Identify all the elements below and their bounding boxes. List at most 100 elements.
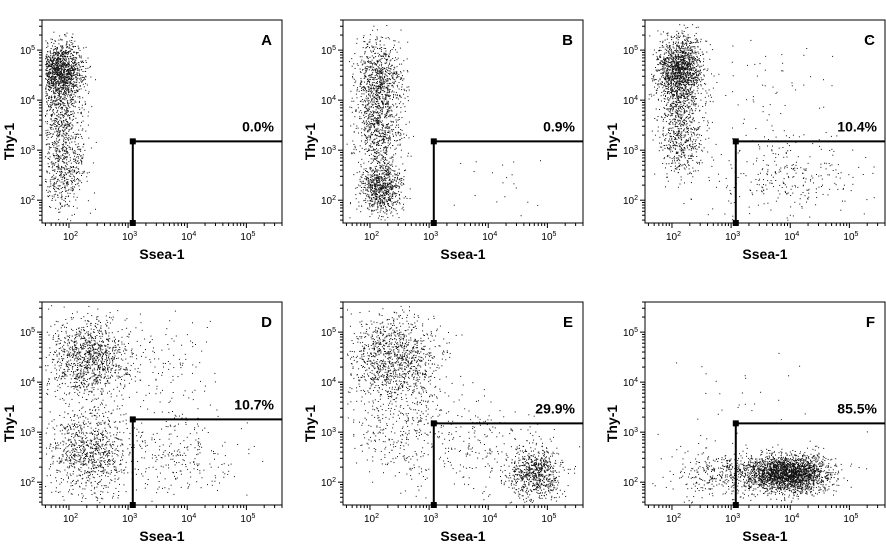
- event-point: [380, 117, 381, 119]
- event-point: [49, 56, 51, 58]
- event-point: [390, 197, 392, 199]
- event-point: [60, 74, 62, 76]
- event-point: [77, 154, 79, 155]
- event-point: [61, 171, 63, 173]
- event-point: [350, 202, 351, 204]
- event-point: [375, 209, 377, 211]
- event-point: [50, 82, 52, 84]
- event-point: [371, 74, 373, 76]
- event-point: [65, 119, 67, 121]
- event-point: [377, 62, 379, 64]
- event-point: [56, 49, 58, 50]
- event-point: [58, 93, 60, 95]
- event-point: [385, 54, 387, 56]
- event-point: [384, 134, 385, 135]
- event-point: [57, 178, 59, 180]
- event-point: [50, 206, 52, 208]
- event-point: [58, 107, 60, 109]
- x-tick-label: 102: [63, 231, 78, 243]
- event-point: [395, 179, 397, 181]
- event-point: [376, 29, 378, 31]
- event-point: [48, 106, 49, 108]
- event-point: [64, 198, 66, 200]
- event-point: [669, 85, 671, 87]
- event-point: [375, 103, 377, 105]
- event-point: [48, 97, 50, 99]
- event-point: [62, 181, 64, 183]
- event-point: [367, 118, 369, 120]
- event-point: [71, 77, 72, 79]
- event-point: [77, 172, 79, 173]
- event-point: [378, 55, 379, 57]
- event-point: [71, 149, 73, 151]
- event-point: [384, 75, 386, 77]
- event-point: [383, 173, 385, 175]
- event-point: [55, 199, 57, 201]
- event-point: [64, 90, 66, 91]
- event-point: [55, 148, 57, 149]
- event-point: [51, 120, 53, 122]
- event-point: [56, 62, 58, 64]
- event-point: [66, 95, 68, 97]
- event-point: [76, 173, 77, 174]
- x-tick-label: 105: [240, 231, 255, 243]
- event-point: [379, 68, 381, 70]
- event-point: [370, 143, 372, 145]
- event-point: [369, 75, 371, 77]
- event-point: [361, 187, 363, 188]
- event-point: [64, 149, 65, 151]
- event-point: [75, 167, 77, 169]
- event-point: [377, 202, 379, 204]
- event-point: [75, 160, 76, 162]
- event-point: [377, 47, 378, 49]
- event-point: [65, 201, 66, 203]
- event-point: [79, 96, 81, 97]
- event-point: [367, 174, 369, 176]
- event-point: [378, 59, 380, 61]
- event-point: [78, 106, 80, 108]
- event-point: [385, 180, 387, 182]
- event-point: [54, 92, 56, 94]
- event-point: [394, 73, 396, 74]
- event-point: [47, 89, 49, 91]
- event-point: [388, 166, 390, 168]
- event-point: [62, 117, 64, 119]
- event-point: [65, 132, 67, 134]
- event-point: [391, 201, 393, 203]
- event-point: [690, 57, 692, 59]
- event-point: [60, 125, 62, 127]
- event-point: [393, 208, 395, 210]
- event-point: [56, 143, 58, 145]
- event-point: [388, 108, 390, 110]
- event-point: [377, 60, 379, 62]
- event-point: [60, 169, 62, 171]
- event-point: [66, 93, 67, 95]
- event-point: [371, 123, 373, 125]
- event-point: [66, 185, 68, 187]
- event-point: [80, 80, 82, 82]
- event-point: [56, 55, 58, 57]
- event-point: [377, 95, 379, 97]
- event-point: [70, 122, 72, 124]
- event-point: [401, 77, 403, 79]
- event-point: [376, 39, 378, 41]
- event-point: [659, 83, 661, 85]
- event-point: [384, 117, 386, 119]
- event-point: [76, 73, 78, 75]
- event-point: [699, 60, 701, 62]
- event-point: [366, 110, 368, 112]
- event-point: [52, 128, 54, 130]
- event-point: [371, 76, 372, 78]
- event-point: [362, 86, 364, 88]
- event-point: [386, 62, 388, 64]
- event-point: [403, 176, 405, 178]
- event-point: [58, 43, 60, 45]
- event-point: [63, 120, 65, 121]
- event-point: [374, 193, 376, 195]
- event-point: [389, 62, 390, 64]
- event-point: [53, 144, 55, 146]
- event-point: [62, 75, 63, 77]
- event-point: [395, 194, 397, 196]
- event-point: [375, 82, 377, 84]
- event-point: [60, 72, 62, 74]
